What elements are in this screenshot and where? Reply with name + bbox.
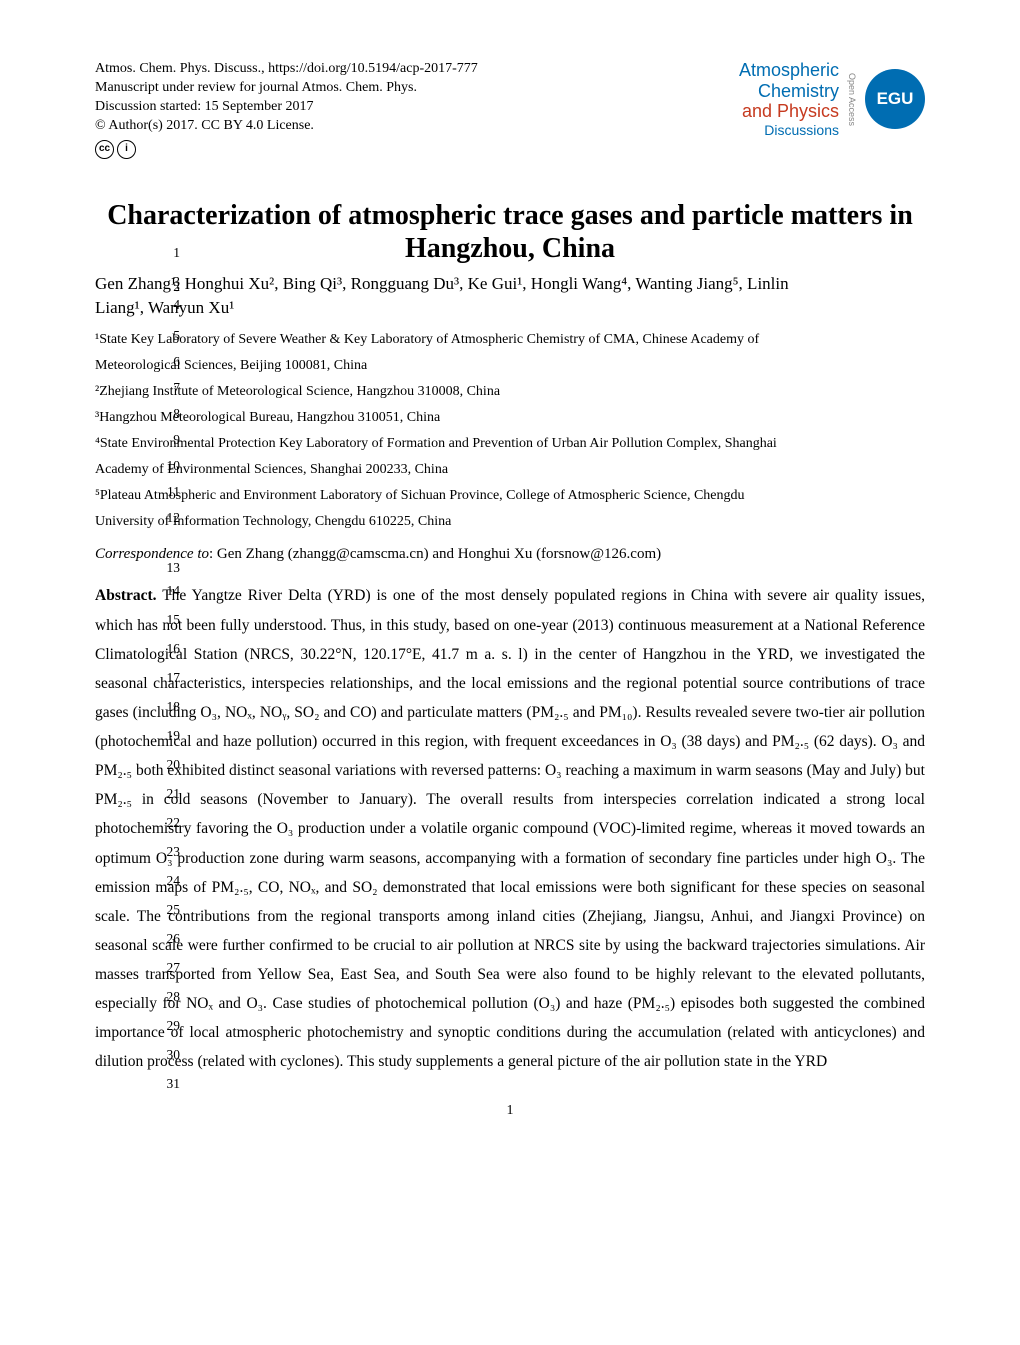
- affiliation-1b: Meteorological Sciences, Beijing 100081,…: [95, 353, 925, 379]
- line-number: 13: [158, 560, 180, 576]
- line-number: 9: [158, 432, 180, 448]
- line-number: 1: [158, 245, 180, 261]
- authors-line-1: Gen Zhang¹, Honghui Xu², Bing Qi³, Rongg…: [95, 274, 789, 293]
- line-number: 11: [158, 484, 180, 500]
- line-number: 16: [158, 641, 180, 657]
- affiliations-block: 5 6 7 8 9 10 11 12 ¹State Key Laboratory…: [95, 327, 925, 534]
- header-line-1: Atmos. Chem. Phys. Discuss., https://doi…: [95, 60, 478, 79]
- correspondence: Correspondence to: Gen Zhang (zhangg@cam…: [95, 546, 925, 563]
- correspondence-label: Correspondence to: [95, 546, 209, 562]
- line-number: 28: [158, 989, 180, 1005]
- paper-title: Characterization of atmospheric trace ga…: [95, 199, 925, 266]
- header-line-4: © Author(s) 2017. CC BY 4.0 License.: [95, 117, 478, 136]
- header-block: Atmos. Chem. Phys. Discuss., https://doi…: [95, 60, 925, 159]
- line-number: 8: [158, 406, 180, 422]
- egu-text: EGU: [877, 89, 914, 109]
- title-line-2: Hangzhou, China: [405, 233, 615, 264]
- affiliation-4: ⁴State Environmental Protection Key Labo…: [95, 431, 925, 457]
- affiliation-1: ¹State Key Laboratory of Severe Weather …: [95, 327, 925, 353]
- abstract-body: The Yangtze River Delta (YRD) is one of …: [95, 587, 925, 1070]
- header-line-2: Manuscript under review for journal Atmo…: [95, 79, 478, 98]
- line-number: 18: [158, 699, 180, 715]
- abstract: Abstract. The Yangtze River Delta (YRD) …: [95, 581, 925, 1076]
- cc-icon: cc: [95, 140, 114, 159]
- correspondence-row: 13 Correspondence to: Gen Zhang (zhangg@…: [95, 546, 925, 563]
- affiliation-4b: Academy of Environmental Sciences, Shang…: [95, 457, 925, 483]
- line-number: 24: [158, 873, 180, 889]
- abstract-block: 14 15 16 17 18 19 20 21 22 23 24 25 26 2…: [95, 581, 925, 1076]
- line-number: 20: [158, 757, 180, 773]
- line-number: 30: [158, 1047, 180, 1063]
- line-number: 26: [158, 931, 180, 947]
- line-number: 23: [158, 844, 180, 860]
- affiliation-3: ³Hangzhou Meteorological Bureau, Hangzho…: [95, 405, 925, 431]
- title-line-1: Characterization of atmospheric trace ga…: [107, 200, 913, 231]
- cc-license-icon: cc i: [95, 140, 139, 159]
- line-number: 25: [158, 902, 180, 918]
- logo-atmospheric: Atmospheric: [739, 60, 839, 81]
- journal-logo: Atmospheric Chemistry and Physics Discus…: [739, 60, 925, 138]
- line-number: 15: [158, 612, 180, 628]
- line-number: 14: [158, 583, 180, 599]
- line-number: 7: [158, 380, 180, 396]
- logo-chemistry: Chemistry: [739, 81, 839, 102]
- abstract-label: Abstract.: [95, 587, 157, 604]
- journal-logo-text: Atmospheric Chemistry and Physics Discus…: [739, 60, 839, 138]
- line-number: 6: [158, 354, 180, 370]
- authors-block: 3 4 Gen Zhang¹, Honghui Xu², Bing Qi³, R…: [95, 272, 925, 320]
- affiliation-5: ⁵Plateau Atmospheric and Environment Lab…: [95, 483, 925, 509]
- line-number: 29: [158, 1018, 180, 1034]
- logo-discussions: Discussions: [739, 122, 839, 138]
- line-number: 3: [158, 274, 180, 290]
- line-number: 19: [158, 728, 180, 744]
- line-number: 31: [158, 1076, 180, 1092]
- open-access-label: Open Access: [847, 73, 857, 126]
- page-number: 1: [95, 1103, 925, 1119]
- line-number: 12: [158, 510, 180, 526]
- affiliation-2: ²Zhejiang Institute of Meteorological Sc…: [95, 379, 925, 405]
- title-block: 1 2 Characterization of atmospheric trac…: [95, 199, 925, 266]
- header-line-3: Discussion started: 15 September 2017: [95, 98, 478, 117]
- egu-badge-icon: EGU: [865, 69, 925, 129]
- line-number: 10: [158, 458, 180, 474]
- line-number: 17: [158, 670, 180, 686]
- correspondence-text: : Gen Zhang (zhangg@camscma.cn) and Hong…: [209, 546, 661, 562]
- line-number: 27: [158, 960, 180, 976]
- line-number: 4: [158, 297, 180, 313]
- affiliation-5b: University of Information Technology, Ch…: [95, 509, 925, 535]
- header-meta: Atmos. Chem. Phys. Discuss., https://doi…: [95, 60, 478, 159]
- by-icon: i: [117, 140, 136, 159]
- line-number: 5: [158, 328, 180, 344]
- page-container: Atmos. Chem. Phys. Discuss., https://doi…: [0, 0, 1020, 1159]
- authors: Gen Zhang¹, Honghui Xu², Bing Qi³, Rongg…: [95, 272, 925, 320]
- line-number: 22: [158, 815, 180, 831]
- line-number: 21: [158, 786, 180, 802]
- logo-physics: and Physics: [739, 101, 839, 122]
